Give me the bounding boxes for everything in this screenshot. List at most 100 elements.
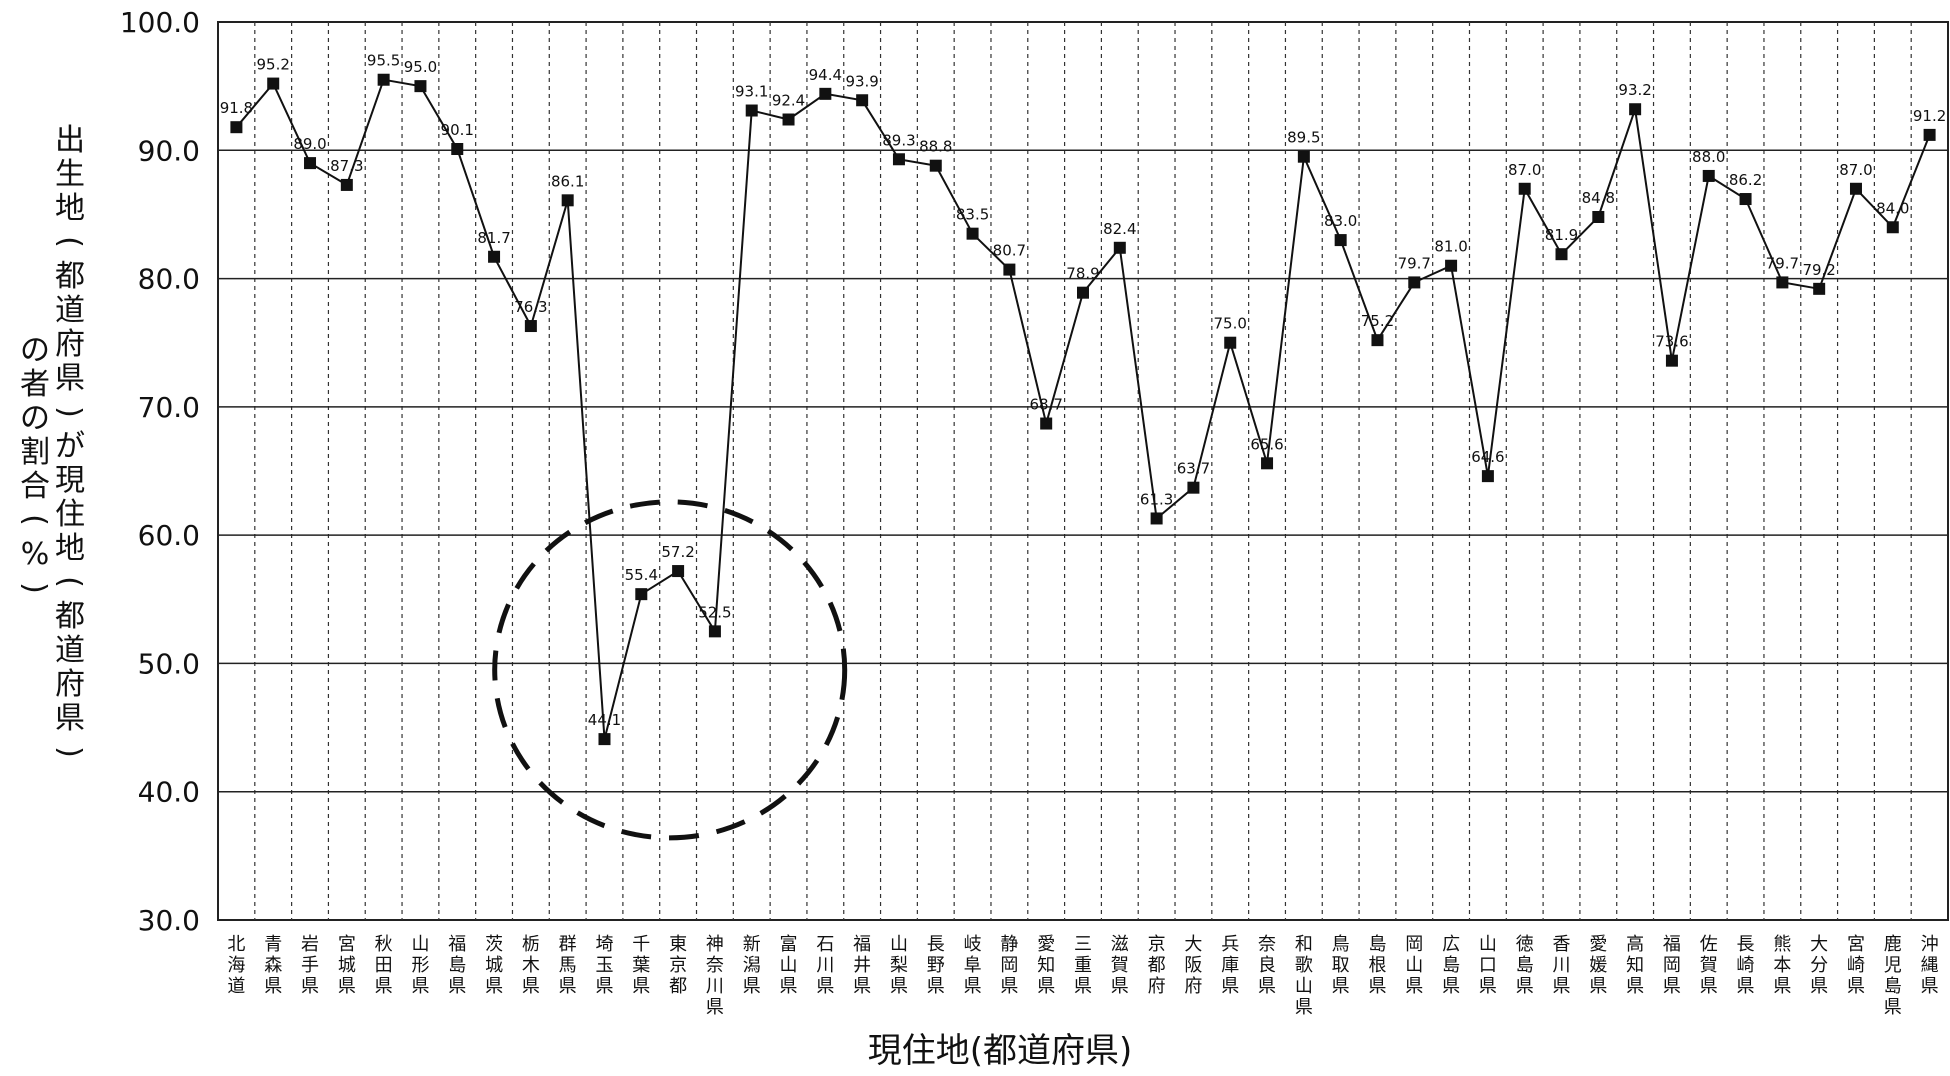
- svg-text:縄: 縄: [1921, 955, 1939, 976]
- svg-text:出: 出: [55, 123, 85, 158]
- x-tick-label: 北海道: [227, 934, 245, 997]
- data-point: [1665, 354, 1678, 367]
- data-label: 91.2: [1913, 107, 1946, 125]
- svg-text:県: 県: [559, 976, 577, 997]
- x-tick-label: 長崎県: [1737, 934, 1755, 997]
- svg-text:広: 広: [1442, 934, 1460, 955]
- svg-text:が: が: [55, 429, 85, 464]
- x-tick-label: 愛知県: [1037, 934, 1055, 997]
- svg-text:京: 京: [669, 955, 687, 976]
- svg-text:県: 県: [1516, 976, 1534, 997]
- data-point: [451, 143, 464, 156]
- svg-text:県: 県: [1589, 976, 1607, 997]
- data-label: 76.3: [514, 298, 547, 316]
- svg-text:%: %: [21, 537, 50, 572]
- data-label: 79.2: [1802, 261, 1835, 279]
- svg-text:香: 香: [1553, 934, 1571, 955]
- data-label: 88.8: [919, 138, 952, 156]
- svg-text:県: 県: [1884, 997, 1902, 1018]
- data-label: 93.1: [735, 83, 768, 101]
- data-label: 89.0: [293, 135, 326, 153]
- data-point: [856, 94, 869, 107]
- svg-text:県: 県: [780, 976, 798, 997]
- svg-text:県: 県: [1111, 976, 1129, 997]
- svg-text:木: 木: [522, 955, 540, 976]
- data-point: [230, 121, 243, 134]
- svg-text:玉: 玉: [595, 955, 613, 976]
- svg-text:県: 県: [448, 976, 466, 997]
- svg-text:県: 県: [1037, 976, 1055, 997]
- x-tick-label: 滋賀県: [1111, 934, 1129, 997]
- svg-text:知: 知: [1037, 955, 1055, 976]
- x-tick-label: 福島県: [448, 934, 466, 997]
- svg-text:児: 児: [1884, 955, 1902, 976]
- data-label: 68.7: [1029, 396, 1062, 414]
- svg-text:重: 重: [1074, 955, 1092, 976]
- data-point: [708, 625, 721, 638]
- data-point: [892, 153, 905, 166]
- svg-text:奈: 奈: [1258, 934, 1276, 955]
- x-tick-label: 宮城県: [338, 934, 356, 997]
- x-tick-label: 富山県: [780, 934, 798, 997]
- data-label: 64.6: [1471, 448, 1504, 466]
- data-label: 93.9: [845, 72, 878, 90]
- svg-text:富: 富: [780, 934, 798, 955]
- svg-text:城: 城: [485, 955, 503, 976]
- x-tick-label: 鳥取県: [1332, 934, 1350, 997]
- data-label: 80.7: [993, 242, 1026, 260]
- x-tick-label: 宮崎県: [1847, 934, 1865, 997]
- svg-text:): ): [52, 746, 87, 758]
- series-line: [235, 78, 1931, 740]
- data-point: [1629, 103, 1642, 116]
- svg-text:県: 県: [1295, 997, 1313, 1018]
- svg-text:媛: 媛: [1589, 955, 1607, 976]
- data-label: 81.0: [1434, 238, 1467, 256]
- svg-text:(: (: [52, 576, 87, 588]
- svg-text:県: 県: [1773, 976, 1791, 997]
- svg-text:三: 三: [1074, 934, 1092, 955]
- svg-text:栃: 栃: [522, 934, 540, 955]
- svg-text:): ): [17, 582, 52, 594]
- x-tick-label: 岐阜県: [964, 934, 982, 997]
- svg-text:県: 県: [1810, 976, 1828, 997]
- data-label: 94.4: [809, 66, 842, 84]
- x-tick-label: 京都府: [1148, 934, 1166, 997]
- data-point: [1040, 417, 1053, 430]
- svg-text:宮: 宮: [338, 934, 356, 955]
- svg-text:井: 井: [853, 955, 871, 976]
- svg-text:現: 現: [55, 463, 85, 498]
- svg-text:北: 北: [227, 934, 245, 955]
- svg-text:島: 島: [1884, 976, 1902, 997]
- svg-text:山: 山: [1405, 955, 1423, 976]
- data-point: [1334, 234, 1347, 247]
- data-label: 92.4: [772, 91, 805, 109]
- svg-text:岡: 岡: [1000, 955, 1018, 976]
- data-label: 75.0: [1214, 315, 1247, 333]
- svg-text:森: 森: [264, 955, 282, 976]
- svg-text:県: 県: [1074, 976, 1092, 997]
- svg-text:田: 田: [375, 955, 393, 976]
- x-tick-label: 福岡県: [1663, 934, 1681, 997]
- svg-text:賀: 賀: [1111, 955, 1129, 976]
- svg-text:山: 山: [890, 934, 908, 955]
- data-point: [1813, 282, 1826, 295]
- data-label: 87.0: [1508, 161, 1541, 179]
- data-point: [598, 733, 611, 746]
- svg-text:県: 県: [1332, 976, 1350, 997]
- x-tick-label: 熊本県: [1773, 934, 1791, 997]
- svg-text:京: 京: [1148, 934, 1166, 955]
- x-tick-label: 山梨県: [890, 934, 908, 997]
- x-tick-label: 石川県: [816, 934, 834, 997]
- svg-text:県: 県: [853, 976, 871, 997]
- svg-text:県: 県: [338, 976, 356, 997]
- svg-text:宮: 宮: [1847, 934, 1865, 955]
- data-point: [1408, 276, 1421, 289]
- data-point: [1150, 512, 1163, 525]
- data-point: [377, 73, 390, 86]
- svg-text:(: (: [17, 514, 52, 526]
- data-point: [1739, 193, 1752, 206]
- svg-text:県: 県: [301, 976, 319, 997]
- data-label: 87.0: [1839, 161, 1872, 179]
- svg-text:葉: 葉: [632, 955, 650, 976]
- svg-text:県: 県: [1442, 976, 1460, 997]
